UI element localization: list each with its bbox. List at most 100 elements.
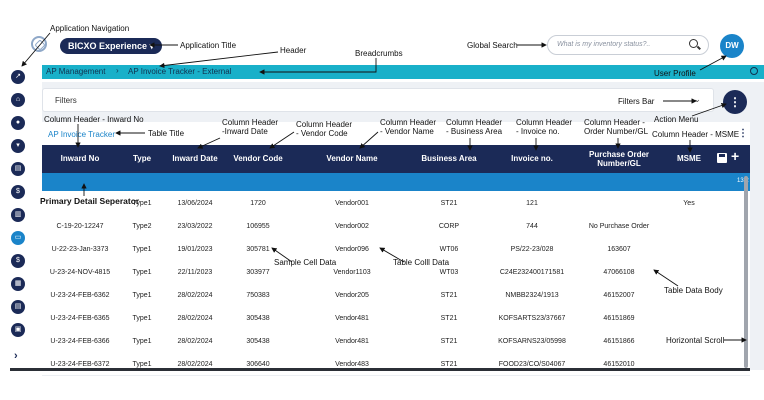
table-cell: 23/03/2022 <box>177 222 213 230</box>
table-cell: KOFSARTS23/37667 <box>498 314 566 322</box>
global-search[interactable]: What is my inventory status?.. <box>547 35 709 55</box>
column-header-msme[interactable]: MSME <box>677 154 701 164</box>
table-row[interactable]: C-19-20-12247 Type2 23/03/2022 106955 Vendor… <box>42 214 750 238</box>
table-row[interactable]: U-23-24-FEB-6362 Type1 28/02/2024 750383 Ven… <box>42 283 750 307</box>
table-cell: 305438 <box>246 314 270 322</box>
column-header-invoice-no[interactable]: Invoice no. <box>511 154 553 164</box>
user-icon[interactable]: ● <box>11 116 25 130</box>
table-cell: WT03 <box>439 268 459 276</box>
breadcrumb-item-ap-management[interactable]: AP Management <box>46 67 106 76</box>
table-row[interactable]: Type1 13/06/2024 1720 Vendor001 ST21 121 Yes <box>42 191 750 215</box>
filters-bar[interactable]: Filters ⌄ <box>42 88 714 112</box>
annotation-table-cell-data: Table Colll Data <box>393 258 450 267</box>
filter-icon[interactable]: ▾ <box>11 139 25 153</box>
annotation-column-inward-no: Column Header - Inward No <box>44 115 144 124</box>
grid-icon[interactable]: ▦ <box>11 277 25 291</box>
annotation-breadcrumbs: Breadcrumbs <box>355 49 403 58</box>
arrow-column-vendor-code <box>269 131 295 149</box>
arrow-table-cell-data <box>379 247 405 263</box>
annotation-header: Header <box>280 46 307 55</box>
table-header: Inward No Type Inward Date Vendor Code Vendo… <box>42 145 750 173</box>
notes-icon[interactable]: ▤ <box>11 300 25 314</box>
table-cell: Vendor481 <box>335 337 369 345</box>
table-cell: Vendor096 <box>335 245 369 253</box>
table-cell: 744 <box>526 222 538 230</box>
table-cell: 46152010 <box>603 360 635 368</box>
column-header-vendor-code[interactable]: Vendor Code <box>233 154 283 164</box>
table-cell: Vendor001 <box>335 199 369 207</box>
table-cell: 13/06/2024 <box>177 199 213 207</box>
vertical-scrollbar[interactable] <box>744 176 748 368</box>
annotation-column-business-area: Column Header - Business Area <box>446 118 503 137</box>
table-cell: 46151869 <box>603 314 635 322</box>
trend-icon[interactable]: ↗ <box>11 70 25 84</box>
add-row-icon[interactable]: + <box>731 148 740 164</box>
breadcrumb-separator: › <box>116 66 119 75</box>
table-cell: Vendor205 <box>335 291 369 299</box>
save-icon[interactable] <box>717 153 727 163</box>
money-icon[interactable]: $ <box>11 254 25 268</box>
arrow-column-inward-date <box>197 137 221 149</box>
table-cell: Type1 <box>132 360 152 368</box>
annotation-application-navigation: Application Navigation <box>50 24 130 33</box>
sidebar-expand-icon[interactable]: › <box>14 350 18 362</box>
table-cell: 28/02/2024 <box>177 360 213 368</box>
annotation-filters-bar: Filters Bar <box>618 97 655 106</box>
table-cell: Vendor481 <box>335 314 369 322</box>
arrow-action-menu <box>691 102 727 117</box>
table-menu-icon[interactable]: ⋮ <box>738 128 748 139</box>
search-icon[interactable] <box>689 39 698 48</box>
table-cell: Vendor483 <box>335 360 369 368</box>
table-cell: Vendor1103 <box>333 268 371 276</box>
column-header-inward-date[interactable]: Inward Date <box>172 154 218 164</box>
annotation-column-inward-date: Column Header -Inward Date <box>222 118 279 137</box>
table-cell: Type1 <box>132 291 152 299</box>
horizontal-scrollbar[interactable] <box>10 368 750 371</box>
chevron-down-icon[interactable]: ⌄ <box>693 94 701 104</box>
search-icon[interactable] <box>750 67 758 75</box>
app-title-text: BICXO Experience <box>68 41 148 51</box>
arrow-application-navigation <box>21 32 51 67</box>
table-cell: NMBB2324/1913 <box>505 291 559 299</box>
table-row[interactable]: U-23-24-FEB-6372 Type1 28/02/2024 306640 Ven… <box>42 352 750 376</box>
app-logo-icon[interactable] <box>31 36 47 52</box>
table-cell: WT06 <box>439 245 459 253</box>
table-cell: 28/02/2024 <box>177 291 213 299</box>
user-avatar[interactable]: DW <box>720 34 744 58</box>
table-cell: 305438 <box>246 337 270 345</box>
table-cell: U-23-24-FEB-6365 <box>50 314 110 322</box>
table-cell: 1720 <box>250 199 266 207</box>
table-cell: 121 <box>526 199 538 207</box>
table-cell: CORP <box>438 222 460 230</box>
column-header-inward-no[interactable]: Inward No <box>60 154 100 164</box>
annotation-primary-detail-separator: Primary Detail Seperator <box>40 196 140 206</box>
column-header-type[interactable]: Type <box>132 154 152 164</box>
table-cell: Vendor002 <box>335 222 369 230</box>
column-header-purchase-order-number-gl[interactable]: Purchase Order Number/GL <box>588 149 650 168</box>
table-cell: PS/22-23/028 <box>510 245 554 253</box>
report-icon[interactable]: ▥ <box>11 208 25 222</box>
table-cell: U-23-24-NOV-4815 <box>49 268 111 276</box>
dollar-icon[interactable]: $ <box>11 185 25 199</box>
column-header-business-area[interactable]: Business Area <box>421 154 477 164</box>
annotation-column-vendor-name: Column Header - Vendor Name <box>380 118 437 137</box>
table-cell: C24E232400171581 <box>499 268 565 276</box>
table-cell: Type1 <box>132 245 152 253</box>
annotation-action-menu: Action Menu <box>654 115 699 124</box>
annotation-column-vendor-code: Column Header - Vendor Code <box>296 120 353 139</box>
arrow-sample-cell-data <box>271 247 293 263</box>
arrow-breadcrumbs <box>259 58 377 75</box>
annotation-table-data-body: Table Data Body <box>664 286 723 295</box>
home-icon[interactable]: ⌂ <box>11 93 25 107</box>
document-icon[interactable]: ▤ <box>11 162 25 176</box>
file-icon[interactable]: ▣ <box>11 323 25 337</box>
breadcrumb-item-invoice-tracker[interactable]: AP Invoice Tracker - External <box>128 67 232 76</box>
action-menu-button[interactable]: ⋮ <box>723 90 747 114</box>
table-cell: 28/02/2024 <box>177 337 213 345</box>
table-cell: 19/01/2023 <box>177 245 213 253</box>
card-icon[interactable]: ▭ <box>11 231 25 245</box>
table-cell: Type1 <box>132 199 152 207</box>
column-header-vendor-name[interactable]: Vendor Name <box>326 154 378 164</box>
table-title[interactable]: AP Invoice Tracker <box>48 130 115 139</box>
